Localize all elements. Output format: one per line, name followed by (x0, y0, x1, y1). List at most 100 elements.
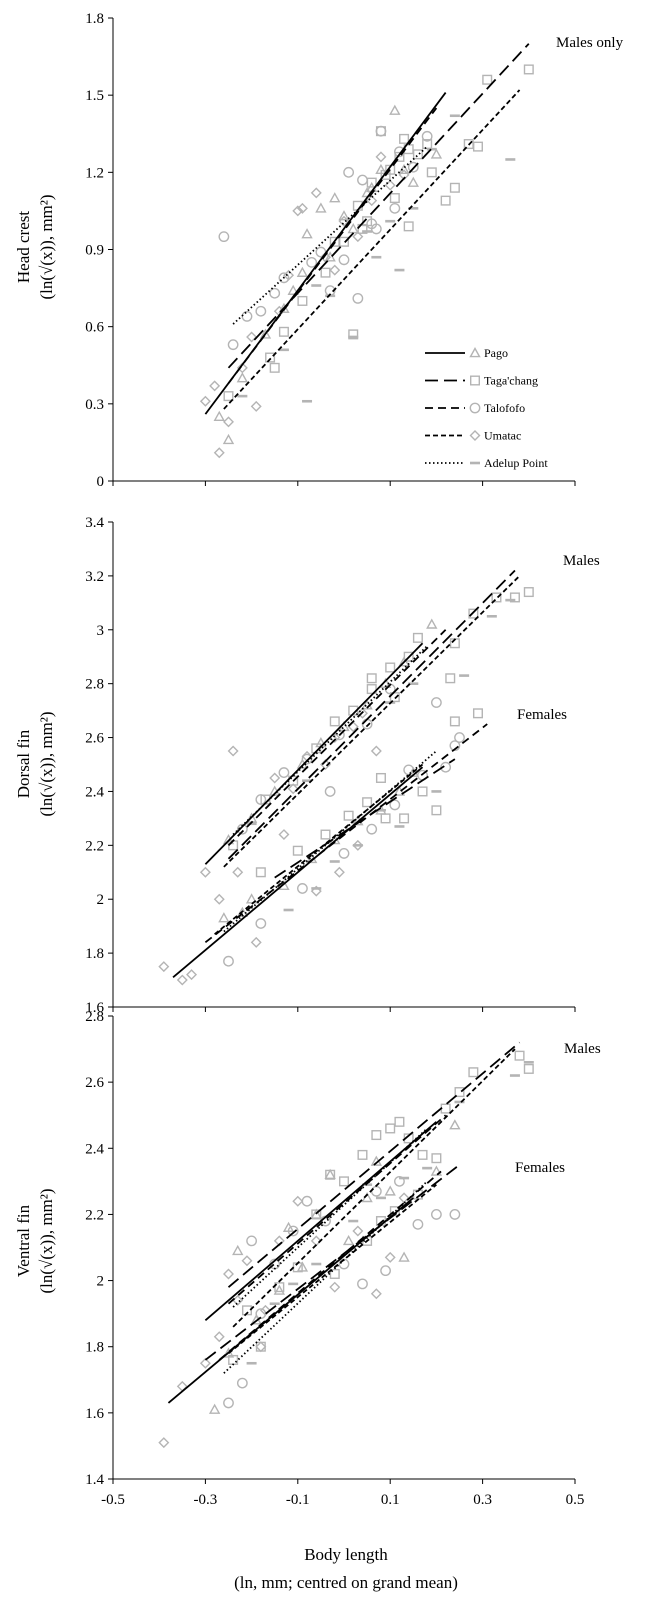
head-crest-point-taga-chang (482, 74, 493, 85)
dorsal-fin-point-taga-chang (366, 684, 377, 695)
head-crest-point-pago (213, 410, 225, 421)
ventral-fin-point-taga-chang (255, 1341, 266, 1352)
dorsal-fin-fit-line-males-adelup-point (232, 645, 428, 836)
head-crest-point-umatac (296, 202, 308, 214)
legend-label-taga-chang: Taga'chang (484, 374, 538, 388)
dorsal-fin-point-talofofo (366, 823, 378, 835)
dorsal-fin-point-taga-chang (403, 651, 414, 662)
dorsal-fin-point-taga-chang (468, 608, 479, 619)
head-crest-point-umatac (223, 416, 234, 428)
ventral-fin-ylabel-line2: (ln(√(x)), mm²) (37, 1188, 56, 1293)
dorsal-fin-y-tick-label: 2 (97, 892, 105, 908)
head-crest-point-umatac (246, 331, 258, 343)
ventral-fin-point-umatac (292, 1195, 304, 1207)
head-crest-y-tick-label: 0.9 (85, 243, 104, 259)
ventral-fin-point-talofofo (223, 1397, 234, 1409)
head-crest-fit-line-adelup-point (232, 145, 428, 325)
head-crest-point-taga-chang (297, 295, 308, 306)
ventral-fin-fit-line-females-talofofo (218, 1170, 442, 1361)
head-crest-y-tick-label: 0 (97, 474, 105, 490)
ventral-fin-point-pago (273, 1284, 286, 1295)
ventral-fin-y-tick-label: 2.4 (85, 1141, 104, 1157)
head-crest-point-taga-chang (278, 326, 289, 337)
dorsal-fin-y-tick-label: 2.6 (85, 731, 104, 747)
dorsal-fin-y-tick-label: 2.4 (85, 784, 104, 800)
ventral-fin-point-umatac (384, 1251, 396, 1263)
dorsal-fin-point-taga-chang (329, 716, 340, 727)
head-crest-y-tick-label: 1.2 (85, 165, 104, 181)
head-crest-point-talofofo (269, 287, 281, 299)
head-crest-point-talofofo (352, 292, 364, 304)
ventral-fin-point-pago (449, 1119, 461, 1130)
dorsal-fin-fit-line-males-umatac (223, 575, 521, 868)
head-crest-point-talofofo (421, 130, 433, 142)
head-crest-point-taga-chang (366, 177, 377, 188)
ventral-fin-y-tick-label: 2.8 (85, 1009, 104, 1025)
head-crest-point-pago (296, 266, 309, 277)
dorsal-fin-point-talofofo (223, 955, 234, 967)
ventral-fin-points (158, 1050, 534, 1449)
ventral-fin-point-taga-chang (325, 1169, 336, 1180)
dorsal-fin-point-talofofo (361, 718, 373, 730)
ventral-fin-fit-line-males-taga-chang (227, 1041, 521, 1288)
head-crest-point-pago (301, 228, 313, 239)
legend-marker-umatac (469, 430, 481, 441)
head-crest-point-talofofo (218, 231, 230, 243)
dorsal-fin-point-pago (426, 618, 438, 629)
ventral-fin-panel: Ventral fin (ln(√(x)), mm²) Males Female… (14, 1009, 601, 1592)
head-crest-point-umatac (283, 269, 295, 281)
dorsal-fin-point-talofofo (449, 740, 461, 752)
dorsal-fin-point-umatac (287, 783, 299, 795)
dorsal-fin-ylabel-line2: (ln(√(x)), mm²) (37, 711, 56, 816)
legend: Pago Taga'chang Talofofo Umatac Adelup Point (425, 346, 548, 470)
dorsal-fin-panel: Dorsal fin (ln(√(x)), mm²) Males Females… (14, 515, 600, 1016)
ventral-fin-point-taga-chang (417, 1149, 428, 1160)
ventral-fin-x-tick-label: -0.5 (101, 1492, 125, 1508)
ventral-fin-point-talofofo (287, 1225, 299, 1237)
dorsal-fin-point-talofofo (440, 761, 452, 773)
ventral-fin-point-umatac (259, 1304, 271, 1316)
head-crest-fit-line-talofofo (227, 107, 438, 384)
head-crest-point-pago (236, 372, 249, 383)
ventral-fin-y-tick-label: 2.6 (85, 1075, 104, 1091)
dorsal-fin-point-talofofo (454, 732, 465, 743)
dorsal-fin-point-umatac (158, 961, 170, 973)
ventral-fin-point-talofofo (412, 1218, 424, 1230)
ventral-fin-point-umatac (223, 1268, 234, 1280)
head-crest-point-umatac (375, 151, 387, 163)
ventral-fin-point-taga-chang (440, 1103, 451, 1114)
head-crest-points (199, 64, 534, 459)
dorsal-fin-fit-line-females-talofofo (204, 723, 488, 944)
ventral-fin-point-pago (232, 1244, 244, 1256)
head-crest-point-taga-chang (329, 236, 340, 247)
dorsal-fin-point-talofofo (338, 848, 350, 859)
head-crest-point-taga-chang (412, 149, 423, 160)
dorsal-fin-males-annotation: Males (563, 553, 600, 569)
dorsal-fin-point-taga-chang (491, 592, 502, 603)
head-crest-point-pago (347, 222, 359, 234)
head-crest-point-umatac (310, 187, 322, 199)
head-crest-point-taga-chang (399, 133, 410, 144)
legend-label-talofofo: Talofofo (484, 401, 525, 415)
dorsal-fin-point-taga-chang (292, 845, 303, 856)
dorsal-fin-fit-lines (172, 569, 521, 979)
head-crest-point-taga-chang (223, 391, 234, 402)
body-length-xlabel-line2: (ln, mm; centred on grand mean) (234, 1573, 458, 1592)
head-crest-point-talofofo (375, 125, 387, 137)
head-crest-point-taga-chang (523, 64, 534, 75)
ventral-fin-point-pago (342, 1234, 355, 1246)
ventral-fin-point-taga-chang (394, 1116, 405, 1127)
ventral-fin-x-tick-label: -0.3 (194, 1492, 218, 1508)
dorsal-fin-fit-line-males-taga-chang (227, 569, 516, 860)
dorsal-fin-point-taga-chang (320, 829, 331, 840)
dorsal-fin-females-annotation: Females (517, 707, 567, 723)
ventral-fin-point-pago (398, 1251, 410, 1262)
ventral-fin-point-pago (384, 1185, 396, 1196)
dorsal-fin-y-tick-label: 1.8 (85, 946, 104, 962)
head-crest-point-taga-chang (403, 221, 414, 232)
legend-label-pago: Pago (484, 346, 508, 360)
head-crest-point-umatac (384, 179, 396, 191)
dorsal-fin-y-tick-label: 1.6 (85, 1000, 104, 1016)
ventral-fin-fit-line-females-umatac (227, 1183, 437, 1355)
dorsal-fin-point-umatac (269, 772, 281, 784)
